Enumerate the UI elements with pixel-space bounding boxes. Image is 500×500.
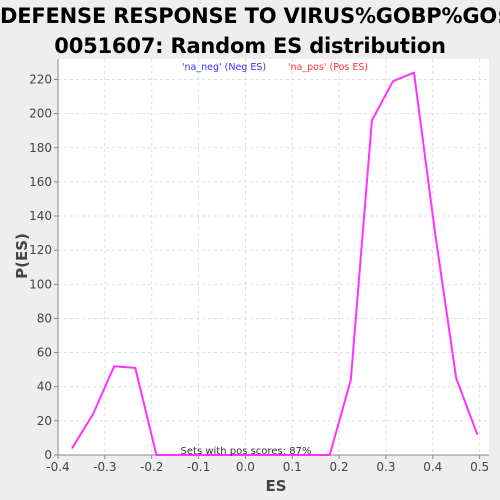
chart-title-line-2: 0051607: Random ES distribution [54,34,446,58]
data-point-0-19 [455,377,457,379]
x-tick-label-1: -0.3 [93,460,116,474]
x-tick-label-5: 0.1 [283,460,302,474]
chart-title-line-1: DEFENSE RESPONSE TO VIRUS%GOBP%GO: [0,4,500,28]
data-point-0-1 [92,413,94,415]
chart-title: DEFENSE RESPONSE TO VIRUS%GOBP%GO: 00516… [0,0,500,61]
data-point-0-0 [71,447,73,449]
x-tick-label-3: -0.1 [187,460,210,474]
data-point-0-18 [434,232,436,234]
x-axis-label: ES [265,477,286,495]
x-tick-label-0: -0.4 [46,460,69,474]
plot-area [58,59,489,455]
data-point-0-15 [371,119,373,122]
y-tick-label-0: 0 [44,448,52,462]
y-tick-label-2: 40 [37,380,52,394]
legend-entry-0: 'na_neg' (Neg ES) [182,62,266,73]
y-tick-label-10: 200 [29,107,52,121]
data-point-0-4 [155,454,157,456]
y-tick-label-3: 60 [37,346,52,360]
data-point-0-13 [329,454,331,456]
data-point-0-12 [324,454,326,456]
data-point-0-20 [476,433,478,436]
data-point-0-17 [413,72,415,74]
y-tick-label-4: 80 [37,311,52,325]
legend: 'na_neg' (Neg ES) 'na_pos' (Pos ES) [182,62,368,73]
x-tick-label-2: -0.2 [140,460,163,474]
data-point-0-14 [350,379,352,381]
y-tick-label-7: 140 [29,209,52,223]
series-lines [71,71,479,456]
data-point-0-16 [392,80,394,82]
data-point-0-11 [303,454,305,456]
data-point-0-9 [261,454,263,456]
annotation-pos-scores: Sets with pos scores: 87% [181,446,312,457]
x-tick-label-7: 0.3 [376,460,395,474]
data-point-0-2 [113,365,115,367]
data-point-0-6 [197,454,200,456]
x-tick-label-4: 0.0 [236,460,255,474]
y-tick-label-1: 20 [37,414,52,428]
y-tick-label-9: 180 [29,141,52,155]
data-point-0-3 [134,367,136,369]
y-tick-label-6: 120 [29,243,52,257]
y-tick-label-8: 160 [29,175,52,189]
data-point-0-5 [176,454,179,456]
data-point-0-7 [219,454,221,456]
data-point-0-8 [240,454,242,456]
x-tick-label-9: 0.5 [470,460,489,474]
y-axis-label: P(ES) [13,233,31,279]
tick-labels: -0.4 -0.3 -0.2 -0.1 0.0 0.1 0.2 0.3 0.4 0.5 0 20 40 6… [29,72,489,474]
y-tick-label-11: 220 [29,72,52,86]
legend-entry-1: 'na_pos' (Pos ES) [288,62,368,73]
x-tick-label-8: 0.4 [423,460,442,474]
y-tick-label-5: 100 [29,277,52,291]
x-tick-label-6: 0.2 [330,460,349,474]
grid-lines [57,59,489,456]
data-point-0-10 [282,454,284,456]
